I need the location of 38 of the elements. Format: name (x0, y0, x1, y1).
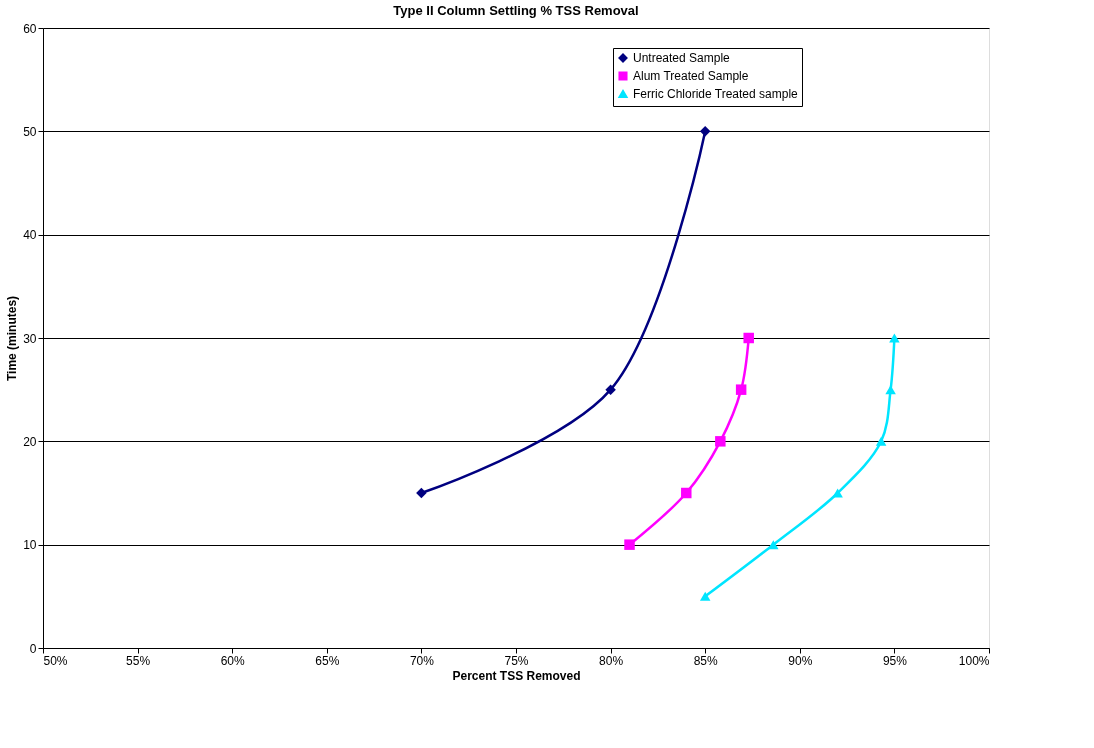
x-tick-label: 85% (693, 653, 719, 668)
y-tick-label: 10 (23, 538, 37, 553)
point (889, 333, 900, 343)
point (743, 332, 754, 344)
x-tick-label: 55% (126, 653, 151, 668)
point (699, 591, 711, 601)
x-tick-label: 50% (43, 653, 68, 668)
y-tick-label: 50 (23, 124, 37, 139)
x-tick-label: 95% (882, 653, 908, 668)
chart-title: Type II Column Settling % TSS Removal (393, 3, 639, 18)
legend-label: Untreated Sample (633, 51, 731, 65)
point (605, 384, 616, 395)
x-tick-label: 65% (315, 653, 340, 668)
x-tick-label: 75% (504, 653, 529, 668)
x-tick-label: 80% (599, 653, 624, 668)
point (768, 540, 779, 550)
y-tick-label: 40 (23, 228, 37, 243)
x-tick-label: 90% (788, 653, 813, 668)
point (681, 487, 692, 499)
point (875, 436, 887, 446)
legend-label: Alum Treated Sample (633, 69, 749, 83)
legend-label: Ferric Chloride Treated sample (633, 87, 799, 101)
x-tick-label: 100% (958, 653, 990, 668)
point (832, 488, 843, 498)
y-tick-label: 0 (29, 641, 37, 656)
y-tick-label: 60 (23, 21, 37, 36)
point (416, 487, 427, 499)
y-axis-title: Time (minutes) (5, 295, 20, 382)
y-tick-label: 30 (23, 331, 37, 346)
point (624, 539, 635, 550)
point (699, 126, 711, 137)
x-tick-label: 60% (220, 653, 246, 668)
point (715, 436, 726, 447)
x-axis-title: Percent TSS Removed (452, 668, 581, 683)
x-tick-label: 70% (409, 653, 435, 668)
point (735, 384, 747, 395)
point (885, 385, 896, 395)
y-tick-label: 20 (23, 434, 37, 449)
